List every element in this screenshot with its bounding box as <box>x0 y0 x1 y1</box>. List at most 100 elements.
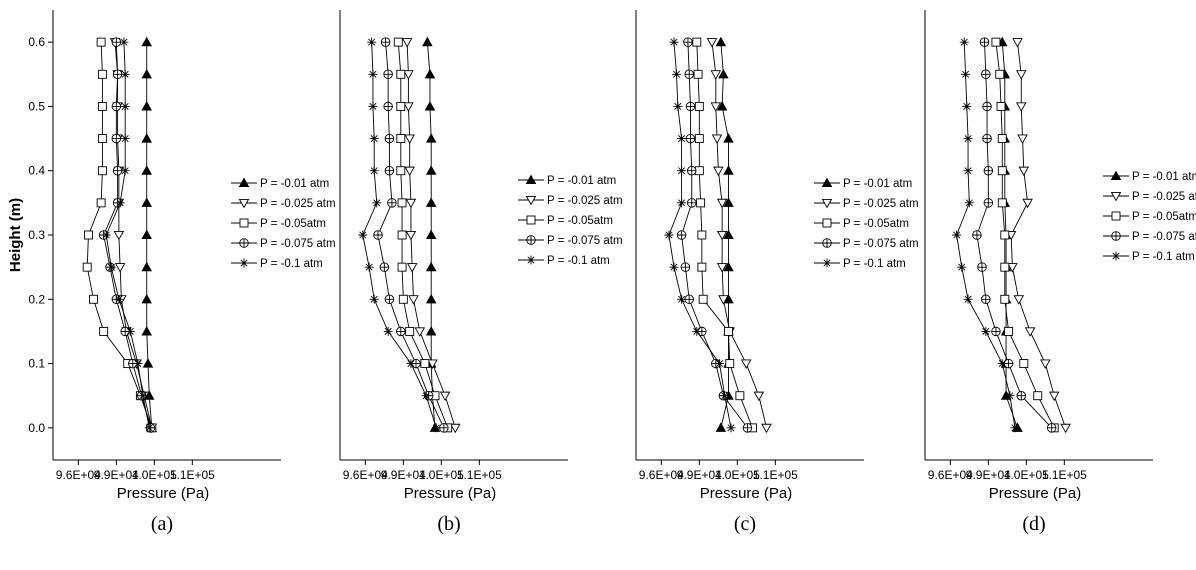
circle-plus-cross <box>385 294 394 304</box>
data-point <box>373 230 383 240</box>
data-point <box>1012 38 1023 48</box>
data-point <box>685 101 696 112</box>
data-point <box>711 134 723 144</box>
y-axis-title: Height (m) <box>7 198 24 272</box>
data-point <box>686 198 697 208</box>
data-point <box>720 391 730 401</box>
data-point <box>380 37 391 47</box>
data-point <box>715 422 727 432</box>
data-point <box>1040 359 1051 369</box>
legend-label: P = -0.025 atm <box>547 195 623 207</box>
legend: P = -0.01 atm P = -0.025 atm P = -0.05atm P… <box>231 177 336 270</box>
data-point <box>761 423 772 434</box>
legend-label: P = -0.01 atm <box>1132 171 1196 183</box>
data-point <box>697 230 707 240</box>
series-line <box>1010 42 1067 429</box>
data-point <box>715 359 725 369</box>
series-3 <box>676 37 753 433</box>
data-point <box>425 261 437 272</box>
y-tick-label: 0.5 <box>28 99 45 113</box>
series-3 <box>972 37 1057 433</box>
circle-plus-cross <box>686 134 695 143</box>
legend-label: P = -0.1 atm <box>260 258 323 270</box>
data-point <box>369 134 379 144</box>
circle-plus-cross <box>383 102 393 111</box>
series-1 <box>1005 38 1071 434</box>
data-point <box>673 101 683 111</box>
data-point <box>97 134 107 144</box>
data-point <box>677 294 687 304</box>
data-point <box>120 101 130 111</box>
data-point <box>111 101 122 112</box>
data-point <box>706 38 718 48</box>
legend-label: P = -0.01 atm <box>260 178 329 190</box>
panel-3: 9.6E+049.9E+041.0E+051.1E+05 Pressure (Pa… <box>924 10 1196 535</box>
data-point <box>401 38 413 48</box>
data-point <box>742 423 753 433</box>
data-point <box>111 133 122 144</box>
series-line <box>105 42 150 428</box>
data-point <box>1000 294 1010 304</box>
data-point <box>125 326 135 336</box>
data-point <box>713 166 724 177</box>
data-point <box>979 37 990 47</box>
x-tick-label: 9.6E+04 <box>56 468 101 482</box>
x-tick-label: 1.0E+05 <box>419 468 464 482</box>
circle-plus-cross <box>991 327 1001 336</box>
data-point <box>753 391 765 402</box>
circle-plus-cross <box>383 69 393 79</box>
data-point <box>112 69 123 80</box>
data-point <box>963 134 973 144</box>
data-point <box>1010 423 1020 433</box>
y-tick-label: 0.3 <box>28 228 45 242</box>
x-axis-title: Pressure (Pa) <box>117 485 210 502</box>
data-point <box>982 101 992 112</box>
legend-marker <box>526 235 536 245</box>
data-point <box>120 134 130 144</box>
circle-plus-cross <box>684 69 694 79</box>
legend-marker <box>822 258 832 268</box>
circle-plus-cross <box>684 294 694 304</box>
data-point <box>120 69 130 79</box>
data-point <box>106 262 116 272</box>
legend-label: P = -0.05atm <box>547 215 613 227</box>
series-0 <box>422 36 441 432</box>
legend-marker <box>821 198 833 209</box>
data-point <box>983 165 994 176</box>
x-tick-label: 1.1E+05 <box>170 468 215 482</box>
legend-marker <box>822 238 832 248</box>
panel-1: 9.6E+049.9E+041.0E+051.1E+05 Pressure (Pa… <box>339 10 623 535</box>
circle-plus-cross <box>113 166 122 176</box>
x-tick-label: 9.6E+04 <box>639 468 684 482</box>
data-point <box>372 198 382 208</box>
data-point <box>952 230 962 240</box>
legend-label: P = -0.05atm <box>260 218 326 230</box>
data-point <box>698 294 708 304</box>
legend-marker <box>525 195 537 206</box>
data-point <box>408 295 419 305</box>
data-point <box>694 166 704 176</box>
x-tick-label: 9.9E+04 <box>381 468 426 482</box>
x-tick-label: 9.6E+04 <box>343 468 388 482</box>
data-point <box>396 326 406 337</box>
legend-marker <box>238 177 250 188</box>
data-point <box>1046 423 1057 433</box>
data-point <box>141 326 152 336</box>
data-point <box>425 229 437 240</box>
data-point <box>398 294 408 304</box>
series-3 <box>373 37 449 433</box>
legend-marker <box>822 218 832 228</box>
data-point <box>101 230 111 240</box>
data-point <box>1019 359 1029 369</box>
series-2 <box>82 37 157 433</box>
data-point <box>111 37 122 47</box>
data-point <box>723 229 734 240</box>
data-point <box>716 198 728 209</box>
data-point <box>120 166 130 176</box>
data-point <box>981 294 991 305</box>
legend-label: P = -0.025 atm <box>260 198 336 210</box>
data-point <box>684 294 694 305</box>
legend-label: P = -0.1 atm <box>547 255 610 267</box>
x-tick-label: 1.1E+05 <box>1042 468 1087 482</box>
data-point <box>427 359 438 369</box>
